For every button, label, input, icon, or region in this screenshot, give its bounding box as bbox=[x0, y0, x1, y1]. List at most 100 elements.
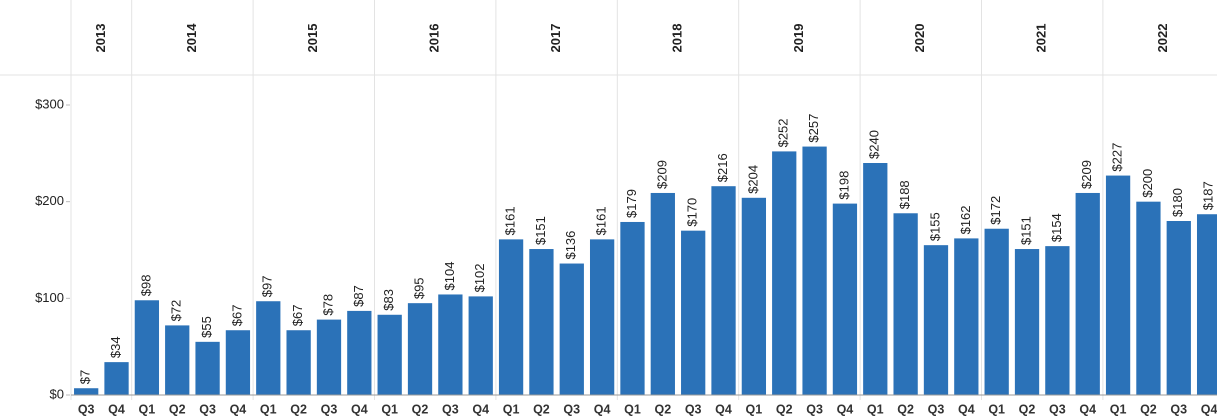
year-label: 2015 bbox=[305, 24, 320, 53]
bar bbox=[1075, 192, 1100, 395]
data-label: $209 bbox=[1079, 160, 1094, 189]
data-label: $97 bbox=[260, 276, 275, 298]
x-tick-label: Q2 bbox=[1019, 402, 1036, 416]
x-tick-label: Q1 bbox=[381, 402, 398, 416]
bar bbox=[74, 388, 99, 395]
x-tick-label: Q2 bbox=[169, 402, 186, 416]
bar bbox=[347, 310, 372, 395]
data-label: $78 bbox=[320, 294, 335, 316]
data-label: $155 bbox=[927, 212, 942, 241]
x-tick-label: Q2 bbox=[412, 402, 429, 416]
x-tick-label: Q3 bbox=[442, 402, 459, 416]
data-label: $136 bbox=[563, 231, 578, 260]
x-tick-label: Q3 bbox=[1049, 402, 1066, 416]
x-tick-label: Q3 bbox=[806, 402, 823, 416]
data-label: $198 bbox=[836, 171, 851, 200]
bar bbox=[316, 319, 342, 395]
y-tick-label: $200 bbox=[35, 193, 64, 208]
year-label: 2018 bbox=[669, 24, 684, 53]
bar bbox=[772, 151, 797, 395]
y-tick-label: $100 bbox=[35, 290, 64, 305]
x-tick-label: Q1 bbox=[503, 402, 520, 416]
bar bbox=[377, 314, 402, 395]
x-tick-label: Q2 bbox=[897, 402, 914, 416]
data-label: $95 bbox=[411, 277, 426, 299]
x-tick-label: Q1 bbox=[988, 402, 1005, 416]
data-label: $161 bbox=[503, 206, 518, 235]
x-tick-label: Q4 bbox=[594, 402, 611, 416]
x-tick-label: Q3 bbox=[78, 402, 95, 416]
bar bbox=[286, 330, 311, 395]
x-tick-label: Q3 bbox=[685, 402, 702, 416]
bar bbox=[225, 330, 251, 395]
bar bbox=[741, 197, 767, 395]
x-tick-label: Q4 bbox=[1079, 402, 1096, 416]
bar bbox=[589, 239, 615, 395]
data-label: $7 bbox=[78, 370, 93, 384]
data-label: $200 bbox=[1140, 169, 1155, 198]
bar bbox=[1136, 201, 1161, 395]
x-tick-label: Q4 bbox=[108, 402, 125, 416]
data-label: $72 bbox=[169, 300, 184, 322]
data-label: $154 bbox=[1049, 213, 1064, 242]
bar bbox=[954, 238, 979, 395]
x-tick-label: Q3 bbox=[321, 402, 338, 416]
data-label: $180 bbox=[1170, 188, 1185, 217]
data-label: $34 bbox=[108, 336, 123, 358]
x-tick-label: Q1 bbox=[260, 402, 277, 416]
x-tick-label: Q4 bbox=[472, 402, 489, 416]
bar bbox=[802, 146, 827, 395]
y-tick-label: $0 bbox=[50, 386, 64, 401]
bar bbox=[195, 341, 220, 395]
data-label: $161 bbox=[594, 206, 609, 235]
data-label: $151 bbox=[1018, 216, 1033, 245]
bar bbox=[863, 163, 888, 395]
bar bbox=[529, 249, 554, 395]
data-label: $179 bbox=[624, 189, 639, 218]
y-tick-label: $300 bbox=[35, 96, 64, 111]
x-tick-label: Q4 bbox=[230, 402, 247, 416]
bar bbox=[923, 245, 949, 395]
bar bbox=[1105, 175, 1131, 395]
year-label: 2014 bbox=[184, 23, 199, 53]
bar bbox=[984, 228, 1009, 395]
bar bbox=[134, 300, 160, 395]
data-label: $98 bbox=[138, 275, 153, 297]
bar bbox=[256, 301, 281, 395]
x-tick-label: Q4 bbox=[1201, 402, 1217, 416]
year-label: 2020 bbox=[912, 24, 927, 53]
year-label: 2013 bbox=[93, 24, 108, 53]
bar bbox=[620, 221, 645, 395]
data-label: $87 bbox=[351, 285, 366, 307]
data-label: $216 bbox=[715, 153, 730, 182]
data-label: $188 bbox=[897, 180, 912, 209]
data-label: $170 bbox=[685, 198, 700, 227]
data-label: $227 bbox=[1110, 143, 1125, 172]
x-tick-label: Q1 bbox=[746, 402, 763, 416]
bar bbox=[1166, 221, 1191, 395]
bar bbox=[681, 230, 706, 395]
data-label: $187 bbox=[1201, 181, 1216, 210]
bar bbox=[498, 239, 524, 395]
bar bbox=[165, 325, 190, 395]
data-label: $209 bbox=[654, 160, 669, 189]
data-label: $67 bbox=[290, 305, 305, 327]
x-tick-label: Q1 bbox=[624, 402, 641, 416]
data-label: $83 bbox=[381, 289, 396, 311]
year-label: 2019 bbox=[791, 24, 806, 53]
x-tick-label: Q4 bbox=[351, 402, 368, 416]
data-label: $172 bbox=[988, 196, 1003, 225]
x-tick-label: Q3 bbox=[563, 402, 580, 416]
x-tick-label: Q3 bbox=[928, 402, 945, 416]
year-label: 2016 bbox=[427, 24, 442, 53]
bar bbox=[559, 263, 584, 395]
data-label: $252 bbox=[776, 118, 791, 147]
x-tick-label: Q2 bbox=[776, 402, 793, 416]
data-label: $162 bbox=[958, 205, 973, 234]
x-tick-label: Q2 bbox=[290, 402, 307, 416]
x-tick-label: Q2 bbox=[654, 402, 671, 416]
bar bbox=[650, 192, 675, 395]
data-label: $55 bbox=[199, 316, 214, 338]
data-label: $102 bbox=[472, 263, 487, 292]
